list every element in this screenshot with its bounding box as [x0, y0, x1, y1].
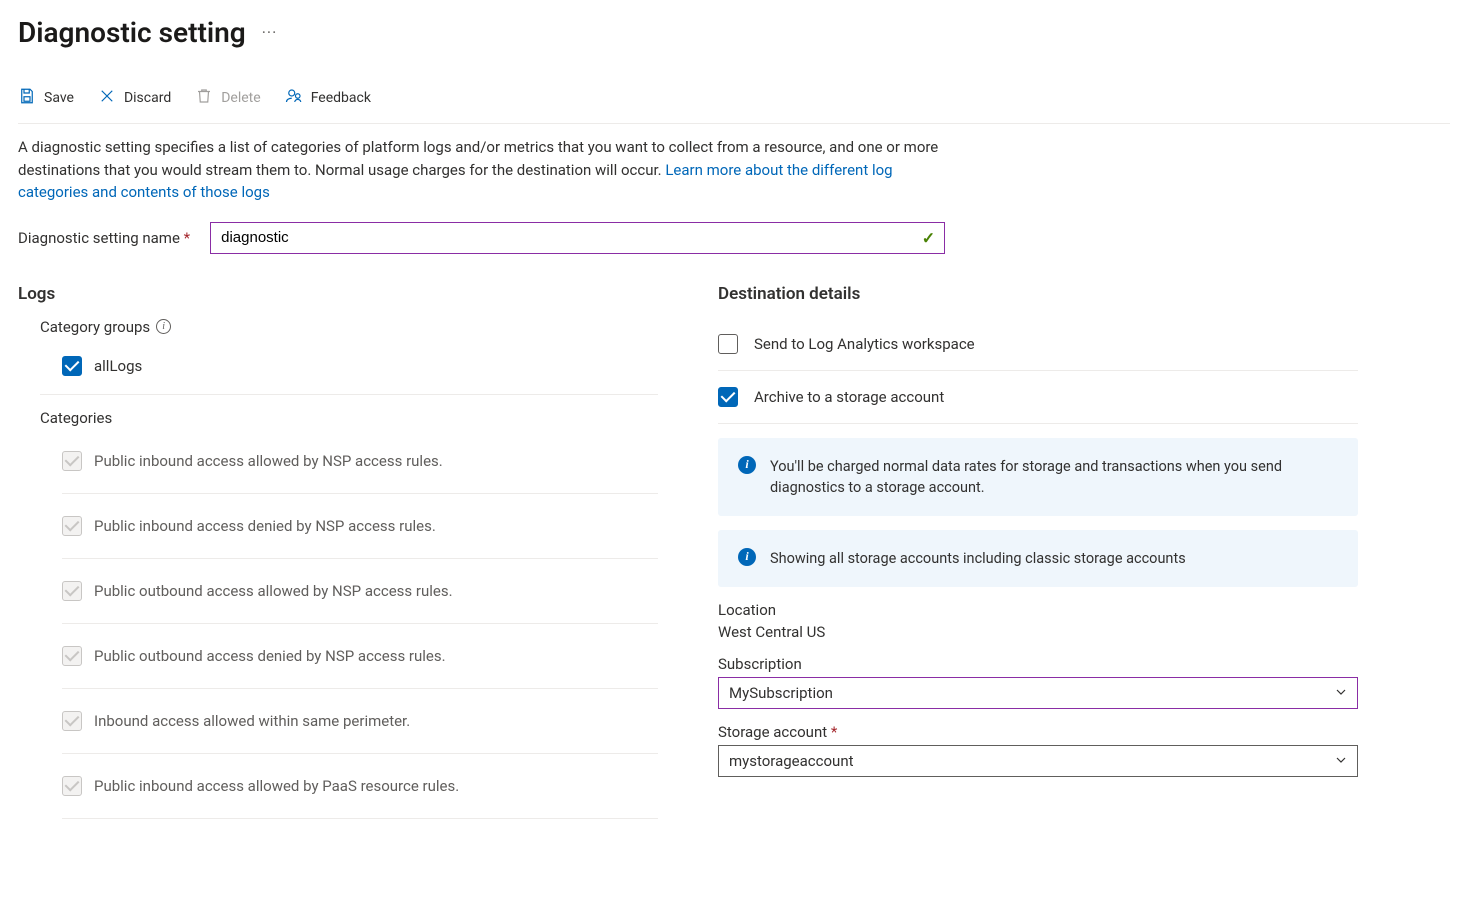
description-text: A diagnostic setting specifies a list of…: [18, 136, 958, 204]
toolbar: Save Discard Delete Feedback: [18, 79, 1450, 124]
storage-account-label: Storage account *: [718, 723, 1358, 741]
category-checkbox: [62, 581, 82, 601]
discard-button[interactable]: Discard: [98, 87, 171, 109]
law-checkbox[interactable]: [718, 334, 738, 354]
storage-label: Archive to a storage account: [754, 388, 944, 406]
info-icon[interactable]: i: [156, 319, 171, 334]
delete-label: Delete: [221, 90, 260, 106]
discard-label: Discard: [124, 90, 171, 106]
category-checkbox: [62, 516, 82, 536]
logs-heading: Logs: [18, 284, 658, 304]
subscription-label: Subscription: [718, 655, 1358, 673]
category-checkbox: [62, 451, 82, 471]
category-label: Public inbound access allowed by PaaS re…: [94, 777, 459, 795]
law-label: Send to Log Analytics workspace: [754, 335, 975, 353]
alllogs-checkbox[interactable]: [62, 356, 82, 376]
chevron-down-icon: [1335, 684, 1347, 702]
delete-icon: [195, 87, 213, 109]
feedback-button[interactable]: Feedback: [285, 87, 371, 109]
save-button[interactable]: Save: [18, 87, 74, 109]
save-label: Save: [44, 90, 74, 106]
setting-name-label: Diagnostic setting name *: [18, 229, 190, 247]
category-label: Inbound access allowed within same perim…: [94, 712, 410, 730]
category-groups-label: Category groups i: [40, 318, 658, 336]
feedback-label: Feedback: [311, 90, 371, 106]
location-label: Location: [718, 601, 1358, 619]
alllogs-label: allLogs: [94, 357, 142, 375]
category-checkbox: [62, 776, 82, 796]
page-title: Diagnostic setting: [18, 16, 246, 49]
info-icon: i: [738, 456, 756, 474]
feedback-icon: [285, 87, 303, 109]
info-icon: i: [738, 548, 756, 566]
category-label: Public outbound access denied by NSP acc…: [94, 647, 446, 665]
subscription-select[interactable]: MySubscription: [718, 677, 1358, 709]
close-icon: [98, 87, 116, 109]
info-banner-classic: i Showing all storage accounts including…: [718, 530, 1358, 587]
category-label: Public inbound access allowed by NSP acc…: [94, 452, 443, 470]
categories-label: Categories: [40, 409, 658, 427]
more-menu-icon[interactable]: ···: [262, 23, 278, 42]
category-checkbox: [62, 646, 82, 666]
chevron-down-icon: [1335, 752, 1347, 770]
destination-heading: Destination details: [718, 284, 1358, 304]
delete-button: Delete: [195, 87, 260, 109]
storage-checkbox[interactable]: [718, 387, 738, 407]
category-checkbox: [62, 711, 82, 731]
save-icon: [18, 87, 36, 109]
category-label: Public outbound access allowed by NSP ac…: [94, 582, 453, 600]
valid-check-icon: ✓: [922, 228, 935, 247]
setting-name-input[interactable]: [210, 222, 945, 254]
category-label: Public inbound access denied by NSP acce…: [94, 517, 436, 535]
info-banner-charges: i You'll be charged normal data rates fo…: [718, 438, 1358, 516]
location-value: West Central US: [718, 623, 1358, 641]
storage-account-select[interactable]: mystorageaccount: [718, 745, 1358, 777]
